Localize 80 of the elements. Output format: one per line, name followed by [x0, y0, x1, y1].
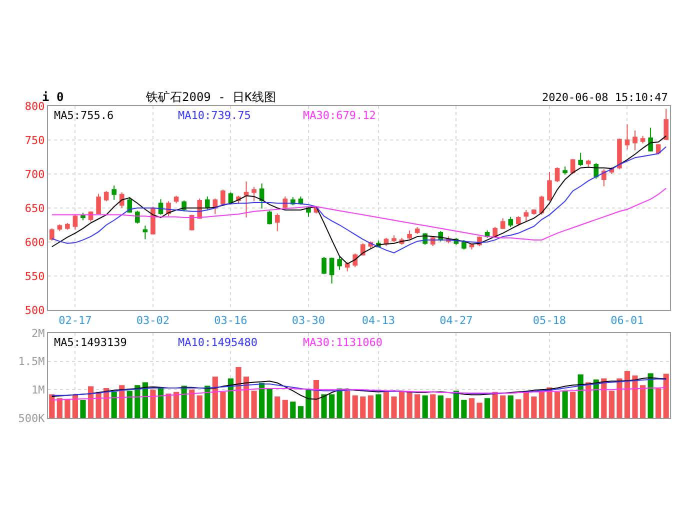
y-tick-label: 700: [24, 168, 45, 181]
y-tick-label: 800: [24, 100, 45, 113]
candlestick: [648, 127, 653, 152]
candlestick: [282, 196, 288, 210]
candlestick: [158, 198, 164, 216]
text: i 0: [42, 90, 64, 104]
chart-title: 铁矿石2009 - 日K线图: [145, 90, 276, 104]
candlestick: [267, 210, 272, 225]
candlestick: [49, 228, 54, 242]
candlestick: [322, 256, 326, 274]
candlestick: [414, 226, 420, 234]
x-tick-label: 03-16: [214, 314, 248, 328]
x-tick-label: 04-13: [362, 314, 396, 328]
candlestick: [624, 124, 630, 150]
line-series: [51, 135, 667, 264]
candlestick: [244, 180, 249, 218]
candlestick: [500, 218, 506, 230]
candlestick: [252, 186, 256, 202]
text: MA10:1495480: [178, 336, 258, 349]
y-tick-label: 2M: [32, 326, 46, 340]
y-tick-label: 1M: [32, 384, 46, 397]
y-tick-label: 500K: [18, 412, 46, 425]
candlestick: [594, 162, 599, 180]
line-series: [51, 378, 667, 396]
text: MA30:679.12: [303, 109, 376, 122]
candlestick: [337, 256, 342, 270]
candlestick: [220, 189, 226, 206]
candlestick: [104, 190, 109, 202]
candlestick: [640, 135, 646, 144]
candlestick: [274, 212, 280, 232]
candlestick: [72, 214, 78, 230]
candlestick: [392, 234, 396, 242]
candlestick: [516, 216, 521, 226]
candlestick: [547, 171, 552, 202]
candlestick: [632, 130, 638, 151]
text: MA5:755.6: [54, 109, 114, 122]
candlestick: [65, 222, 70, 230]
candlestick: [329, 257, 334, 284]
candlestick: [617, 138, 622, 170]
candlestick: [259, 183, 264, 210]
candlestick: [532, 208, 536, 216]
x-tick-label: 03-02: [136, 314, 170, 328]
candlestick: [135, 210, 140, 224]
x-tick-label: 02-17: [58, 314, 92, 328]
candlestick: [360, 242, 366, 256]
candlestick: [492, 226, 498, 238]
candlestick: [562, 166, 568, 176]
text: MA5:1493139: [54, 336, 127, 349]
text: MA10:739.75: [178, 109, 251, 122]
text: MA30:1131060: [303, 336, 382, 349]
x-tick-label: 05-18: [532, 314, 566, 328]
y-tick-label: 750: [24, 134, 45, 147]
candlestick: [469, 244, 474, 250]
x-tick-label: 06-01: [610, 314, 644, 328]
candlestick: [554, 166, 560, 183]
y-tick-label: 600: [24, 236, 45, 249]
candlestick: [57, 224, 62, 232]
line-series: [51, 146, 667, 254]
candlestick: [664, 108, 669, 140]
candlestick: [407, 230, 412, 240]
candlestick: [578, 152, 583, 166]
candlestick: [142, 225, 148, 240]
x-tick-label: 03-30: [292, 314, 326, 328]
candlestick: [112, 185, 116, 200]
candlestick: [586, 159, 591, 168]
candlestick: [119, 192, 124, 208]
x-tick-label: 04-27: [440, 314, 473, 328]
y-tick-label: 500: [24, 304, 45, 317]
chart-subtitle: 2020-06-08 15:10:47: [542, 91, 668, 104]
candlestick: [127, 196, 132, 214]
y-tick-label: 650: [24, 202, 45, 215]
candlestick: [508, 216, 514, 228]
y-tick-label: 1.5M: [18, 355, 46, 368]
candlestick: [96, 193, 101, 215]
candlestick: [204, 196, 210, 210]
y-tick-label: 550: [24, 270, 45, 283]
line-series: [51, 188, 667, 240]
line-series: [51, 386, 667, 400]
candlestick: [524, 210, 529, 222]
candlestick: [174, 195, 179, 204]
